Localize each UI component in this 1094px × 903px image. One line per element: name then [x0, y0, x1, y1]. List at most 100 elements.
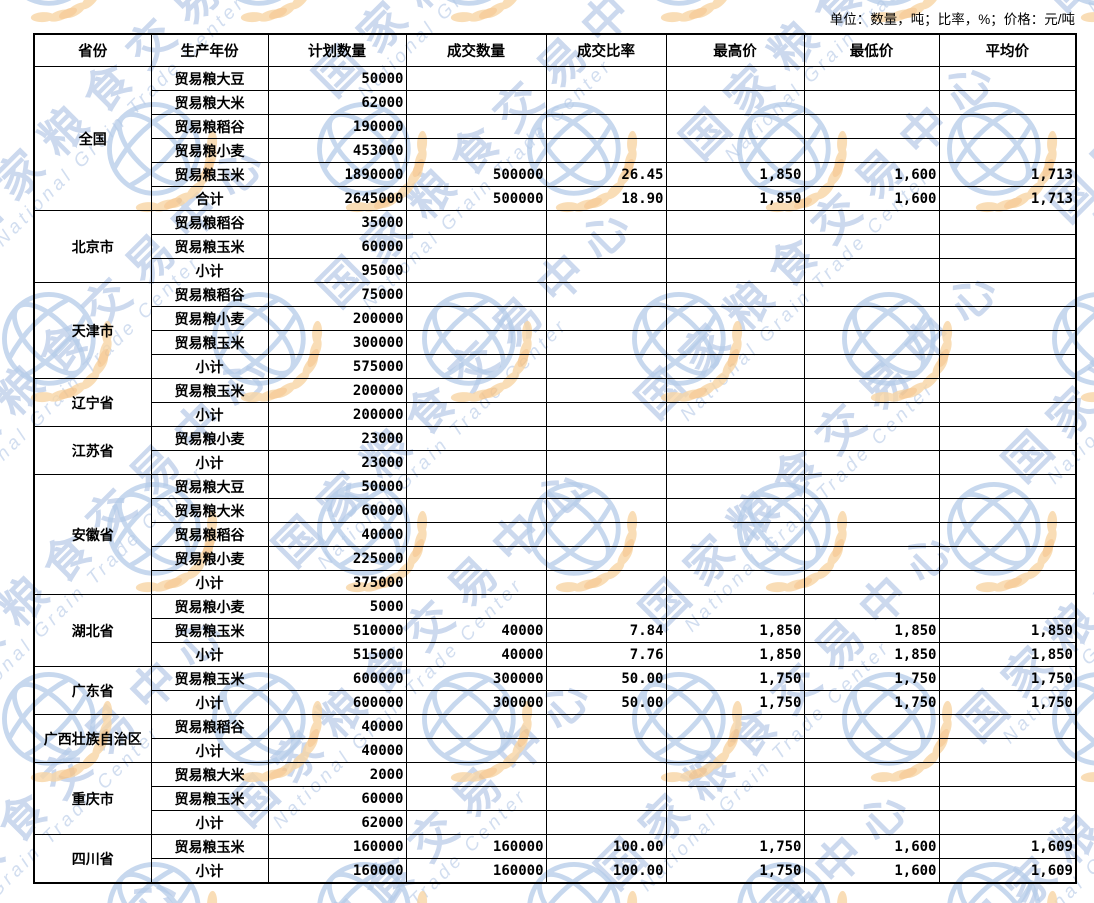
value-cell: 7.76 [545, 642, 667, 667]
value-cell [803, 762, 940, 787]
value-cell: 40000 [267, 714, 407, 739]
value-cell [803, 258, 940, 283]
value-cell [938, 738, 1077, 763]
value-cell [803, 450, 940, 475]
value-cell: 100.00 [545, 834, 667, 859]
value-cell [665, 90, 805, 115]
value-cell [803, 210, 940, 235]
value-cell [545, 546, 667, 571]
value-cell [803, 786, 940, 811]
value-cell: 1,609 [938, 858, 1077, 884]
value-cell [405, 114, 547, 139]
value-cell [545, 114, 667, 139]
value-cell [545, 282, 667, 307]
value-cell: 225000 [267, 546, 407, 571]
value-cell [545, 330, 667, 355]
value-cell [803, 114, 940, 139]
value-cell [405, 210, 547, 235]
table-row: 贸易粮小麦 453000 [34, 138, 1077, 163]
value-cell [803, 522, 940, 547]
header-cell: 成交比率 [545, 33, 667, 67]
table-header-row: 省份 生产年份 计划数量 成交数量 成交比率 最高价 最低价 平均价 [33, 33, 1077, 67]
value-cell: 500000 [405, 162, 547, 187]
grade-cell: 小计 [150, 690, 269, 715]
value-cell [938, 546, 1077, 571]
value-cell: 500000 [405, 186, 547, 211]
value-cell: 1,600 [803, 162, 940, 187]
grade-cell: 贸易粮小麦 [150, 426, 269, 451]
header-cell: 生产年份 [150, 33, 269, 67]
value-cell [545, 714, 667, 739]
value-cell: 1,713 [938, 186, 1077, 211]
watermark-en-text: National Grain Trade Center [0, 891, 213, 903]
value-cell [665, 546, 805, 571]
value-cell: 1,750 [665, 690, 805, 715]
value-cell: 50000 [267, 474, 407, 499]
table-row: 小计 95000 [34, 258, 1077, 283]
grade-cell: 贸易粮玉米 [150, 162, 269, 187]
value-cell [665, 498, 805, 523]
value-cell [938, 810, 1077, 835]
value-cell [665, 354, 805, 379]
value-cell: 1,850 [938, 642, 1077, 667]
grade-cell: 合计 [150, 186, 269, 211]
value-cell [803, 66, 940, 91]
value-cell [803, 234, 940, 259]
value-cell [405, 306, 547, 331]
grade-cell: 贸易粮大米 [150, 90, 269, 115]
value-cell [938, 570, 1077, 595]
grade-cell: 贸易粮小麦 [150, 138, 269, 163]
value-cell: 1,750 [665, 666, 805, 691]
grade-cell: 贸易粮玉米 [150, 834, 269, 859]
value-cell: 375000 [267, 570, 407, 595]
province-cell: 北京市 [33, 210, 152, 283]
value-cell [803, 138, 940, 163]
value-cell: 75000 [267, 282, 407, 307]
value-cell [545, 498, 667, 523]
header-cell: 平均价 [938, 33, 1077, 67]
value-cell [405, 378, 547, 403]
value-cell [545, 402, 667, 427]
table-row: 小计 600000 300000 50.00 1,750 1,750 1,750 [34, 690, 1077, 715]
table-row: 小计 375000 [34, 570, 1077, 595]
value-cell [665, 306, 805, 331]
value-cell: 1,850 [938, 618, 1077, 643]
value-cell [938, 210, 1077, 235]
province-cell: 广西壮族自治区 [33, 714, 152, 763]
grade-cell: 贸易粮稻谷 [150, 210, 269, 235]
value-cell [545, 258, 667, 283]
value-cell [545, 90, 667, 115]
value-cell [803, 282, 940, 307]
table-row: 北京市 贸易粮稻谷 35000 [33, 210, 1077, 283]
value-cell: 1,850 [803, 618, 940, 643]
value-cell [545, 210, 667, 235]
value-cell: 35000 [267, 210, 407, 235]
grade-cell: 贸易粮稻谷 [150, 714, 269, 739]
grade-cell: 小计 [150, 738, 269, 763]
table-row: 贸易粮玉米 510000 40000 7.84 1,850 1,850 1,850 [34, 618, 1077, 643]
table-row: 贸易粮小麦 225000 [34, 546, 1077, 571]
value-cell: 23000 [267, 426, 407, 451]
value-cell [405, 738, 547, 763]
value-cell: 23000 [267, 450, 407, 475]
value-cell: 2000 [267, 762, 407, 787]
value-cell: 2645000 [267, 186, 407, 211]
value-cell: 1,750 [665, 858, 805, 884]
value-cell: 1,713 [938, 162, 1077, 187]
value-cell [405, 330, 547, 355]
value-cell [405, 234, 547, 259]
value-cell [938, 378, 1077, 403]
table-row: 全国 贸易粮大豆 50000 [33, 66, 1077, 211]
table-row: 小计 160000 160000 100.00 1,750 1,600 1,609 [34, 858, 1077, 884]
value-cell: 515000 [267, 642, 407, 667]
value-cell [803, 330, 940, 355]
table-row: 安徽省 贸易粮大豆 50000 [33, 474, 1077, 595]
value-cell: 1,750 [938, 690, 1077, 715]
table-row: 贸易粮玉米 300000 [34, 330, 1077, 355]
value-cell: 453000 [267, 138, 407, 163]
value-cell [803, 354, 940, 379]
value-cell [665, 234, 805, 259]
value-cell: 200000 [267, 306, 407, 331]
value-cell: 50.00 [545, 666, 667, 691]
